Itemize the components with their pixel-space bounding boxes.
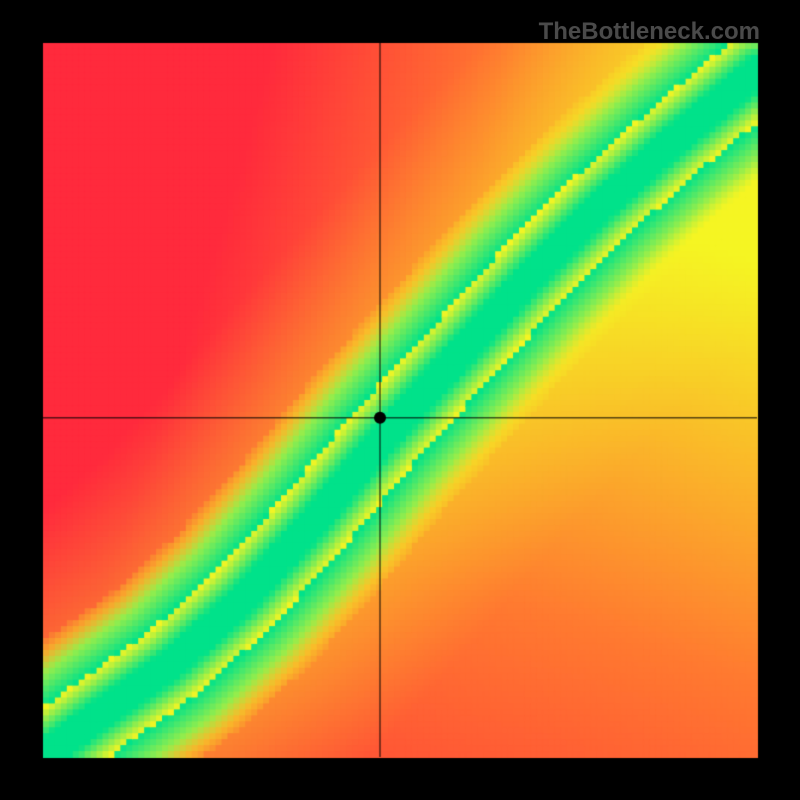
chart-root: TheBottleneck.com (0, 0, 800, 800)
bottleneck-heatmap (0, 0, 800, 800)
watermark-text: TheBottleneck.com (539, 18, 760, 46)
